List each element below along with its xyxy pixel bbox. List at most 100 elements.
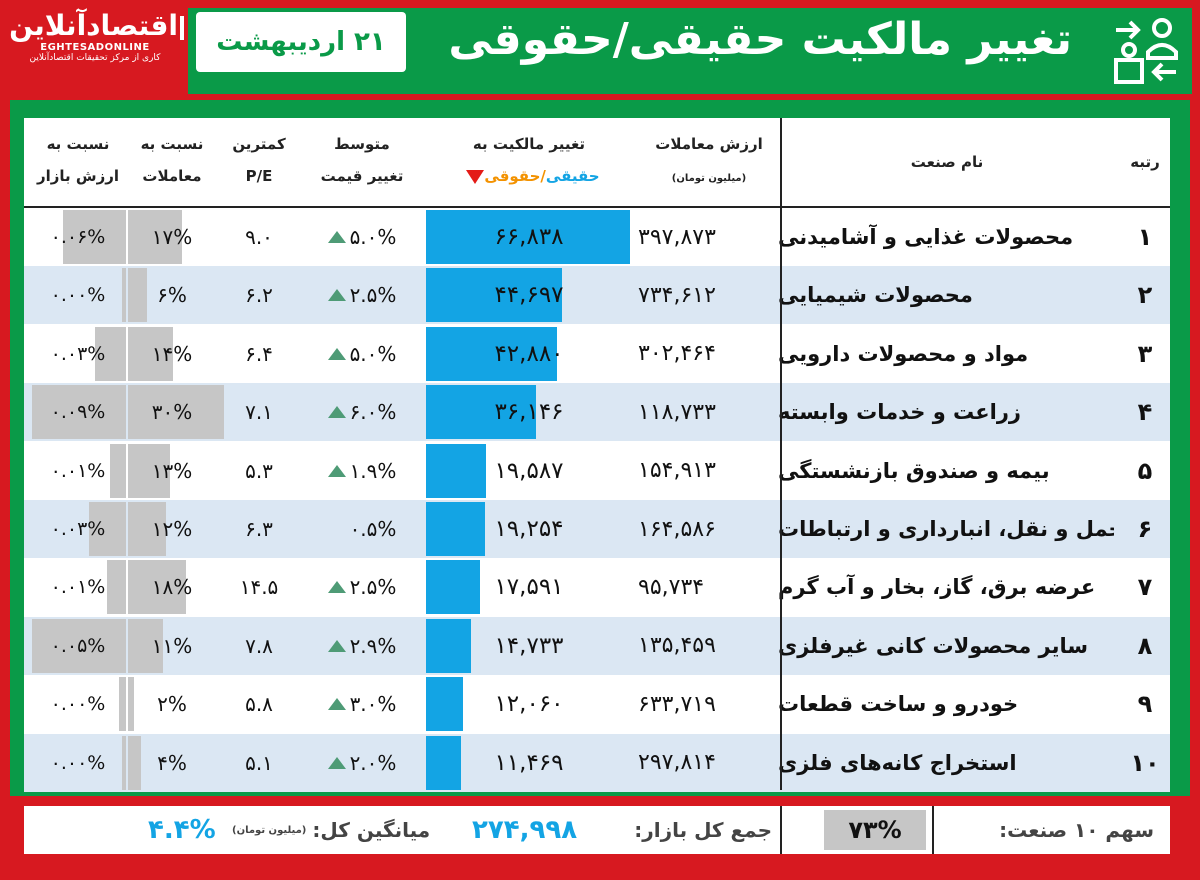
market-ratio-bar <box>122 268 126 323</box>
market-ratio: ۰.۰۹% <box>50 401 106 424</box>
table-row: ۱ محصولات غذایی و آشامیدنی ۳۹۷,۸۷۳ ۶۶,۸۳۸ ۵.… <box>24 208 1170 266</box>
up-arrow-icon <box>327 581 346 594</box>
price-change: ۵.۰% <box>302 325 422 383</box>
price-change: ۲.۰% <box>302 734 422 792</box>
ownership-change: ۱۴,۷۳۳ <box>494 632 564 659</box>
up-arrow-icon <box>327 639 346 652</box>
share-label: سهم ۱۰ صنعت: <box>999 818 1154 842</box>
table-row: ۹ خودرو و ساخت قطعات ۶۳۳,۷۱۹ ۱۲,۰۶۰ ۳.۰% ۵.۸ ۲… <box>24 675 1170 733</box>
total-value: ۲۷۴,۹۹۸ <box>472 815 578 845</box>
ownership-change-bar <box>426 268 562 323</box>
ownership-change: ۱۱,۴۶۹ <box>494 749 564 776</box>
industry-name: محصولات شیمیایی <box>778 283 973 308</box>
trade-ratio: ۱۳% <box>151 458 193 483</box>
industry-name: محصولات غذایی و آشامیدنی <box>778 225 1074 249</box>
up-arrow-icon <box>327 406 346 419</box>
trade-ratio-bar <box>128 560 186 615</box>
min-pe: ۶.۳ <box>245 517 273 541</box>
min-pe: ۵.۱ <box>245 750 273 775</box>
market-ratio: ۰.۰۳% <box>50 342 106 365</box>
trade-ratio-bar <box>128 268 147 323</box>
rank: ۸ <box>1137 631 1153 660</box>
column-divider <box>780 118 782 790</box>
table-row: ۶ حمل و نقل، انبارداری و ارتباطات ۱۶۴,۵۸۶ ۱… <box>24 500 1170 558</box>
min-pe: ۷.۱ <box>245 400 273 425</box>
trade-value: ۲۹۷,۸۱۴ <box>638 750 716 776</box>
trade-ratio: ۴% <box>157 750 187 775</box>
avg-group: میانگین کل: (میلیون تومان) <box>232 806 430 854</box>
industry-name: زراعت و خدمات وابسته <box>778 400 1022 425</box>
trade-value: ۱۵۴,۹۱۳ <box>638 458 716 484</box>
rank: ۴ <box>1137 398 1153 427</box>
market-ratio: ۰.۰۰% <box>50 693 106 716</box>
col-value-header: ارزش معاملات (میلیون تومان) <box>655 135 763 184</box>
trade-ratio: ۲% <box>157 692 187 717</box>
market-ratio-bar <box>107 560 126 615</box>
footer <box>24 806 1170 854</box>
ownership-change-bar <box>426 210 630 264</box>
up-arrow-icon <box>327 289 346 302</box>
rank: ۶ <box>1137 515 1153 543</box>
col-price-header: متوسط تغییر قیمت <box>320 135 404 185</box>
price-change: ۶.۰% <box>302 383 422 441</box>
industry-name: بیمه و صندوق بازنشستگی <box>778 458 1050 483</box>
industry-name: خودرو و ساخت قطعات <box>778 692 1019 717</box>
table-row: ۴ زراعت و خدمات وابسته ۱۱۸,۷۳۳ ۳۶,۱۴۶ ۶.۰% ۷.… <box>24 383 1170 442</box>
total-label: جمع کل بازار: <box>634 818 772 842</box>
trade-value: ۳۰۲,۴۶۴ <box>638 341 716 367</box>
ownership-change-bar <box>426 618 471 673</box>
trade-ratio: ۳۰% <box>151 400 193 425</box>
trade-ratio-bar <box>128 677 134 732</box>
avg-value: ۴.۴% <box>148 815 216 845</box>
logo-en: EGHTESADONLINE <box>40 42 150 53</box>
trade-value: ۱۳۵,۴۵۹ <box>638 633 716 659</box>
ownership-change: ۴۲,۸۸۰ <box>494 340 564 367</box>
ownership-change: ۱۲,۰۶۰ <box>494 691 564 718</box>
trade-value: ۷۳۴,۶۱۲ <box>638 282 716 308</box>
trade-value: ۶۳۳,۷۱۹ <box>638 691 716 717</box>
market-ratio: ۰.۰۳% <box>50 518 106 540</box>
trade-value: ۳۹۷,۸۷۳ <box>638 224 716 250</box>
down-arrow-icon <box>466 169 485 184</box>
ownership-transfer-icon <box>1114 18 1178 84</box>
ownership-change: ۱۹,۲۵۴ <box>494 516 564 542</box>
trade-ratio-bar <box>128 502 166 556</box>
market-ratio-bar <box>95 326 126 381</box>
rank: ۱۰ <box>1130 748 1160 777</box>
min-pe: ۹.۰ <box>245 225 273 249</box>
share-value: ۷۳% <box>824 810 926 850</box>
trade-ratio: ۱۲% <box>151 517 193 541</box>
footer-divider <box>932 806 934 854</box>
market-ratio: ۰.۰۱% <box>50 576 106 599</box>
market-ratio-bar <box>110 443 126 498</box>
col-pe-header: کمترین P/E <box>232 135 286 185</box>
market-ratio-bar <box>32 385 126 440</box>
rank: ۳ <box>1137 339 1153 368</box>
avg-label: میانگین کل: <box>312 818 431 842</box>
ownership-change-bar <box>426 677 463 732</box>
footer-divider <box>780 806 782 854</box>
rank: ۱ <box>1137 223 1153 251</box>
page-title: تغییر مالکیت حقیقی/حقوقی <box>448 14 1072 65</box>
ownership-change-bar <box>426 443 486 498</box>
trade-ratio: ۱۸% <box>151 575 193 600</box>
up-arrow-icon <box>327 464 346 477</box>
price-change: ۲.۵% <box>302 266 422 324</box>
up-arrow-icon <box>327 231 346 243</box>
market-ratio-bar <box>119 677 126 732</box>
ownership-change-bar <box>426 385 536 440</box>
trade-ratio: ۱۱% <box>151 633 193 658</box>
table-row: ۱۰ استخراج کانه‌های فلزی ۲۹۷,۸۱۴ ۱۱,۴۶۹ ۲.۰%… <box>24 733 1170 792</box>
unit-label: (میلیون تومان) <box>232 824 307 836</box>
price-change: ۲.۵% <box>302 558 422 616</box>
trade-ratio: ۶% <box>157 283 187 308</box>
ownership-change: ۳۶,۱۴۶ <box>494 399 564 426</box>
ownership-change-bar <box>426 502 485 556</box>
rank: ۲ <box>1137 281 1153 310</box>
up-arrow-icon <box>327 698 346 711</box>
min-pe: ۷.۸ <box>245 633 273 658</box>
ownership-change: ۱۷,۵۹۱ <box>494 574 564 601</box>
rank: ۹ <box>1137 690 1153 719</box>
ownership-change: ۱۹,۵۸۷ <box>494 457 564 484</box>
trade-value: ۹۵,۷۳۴ <box>638 574 705 600</box>
